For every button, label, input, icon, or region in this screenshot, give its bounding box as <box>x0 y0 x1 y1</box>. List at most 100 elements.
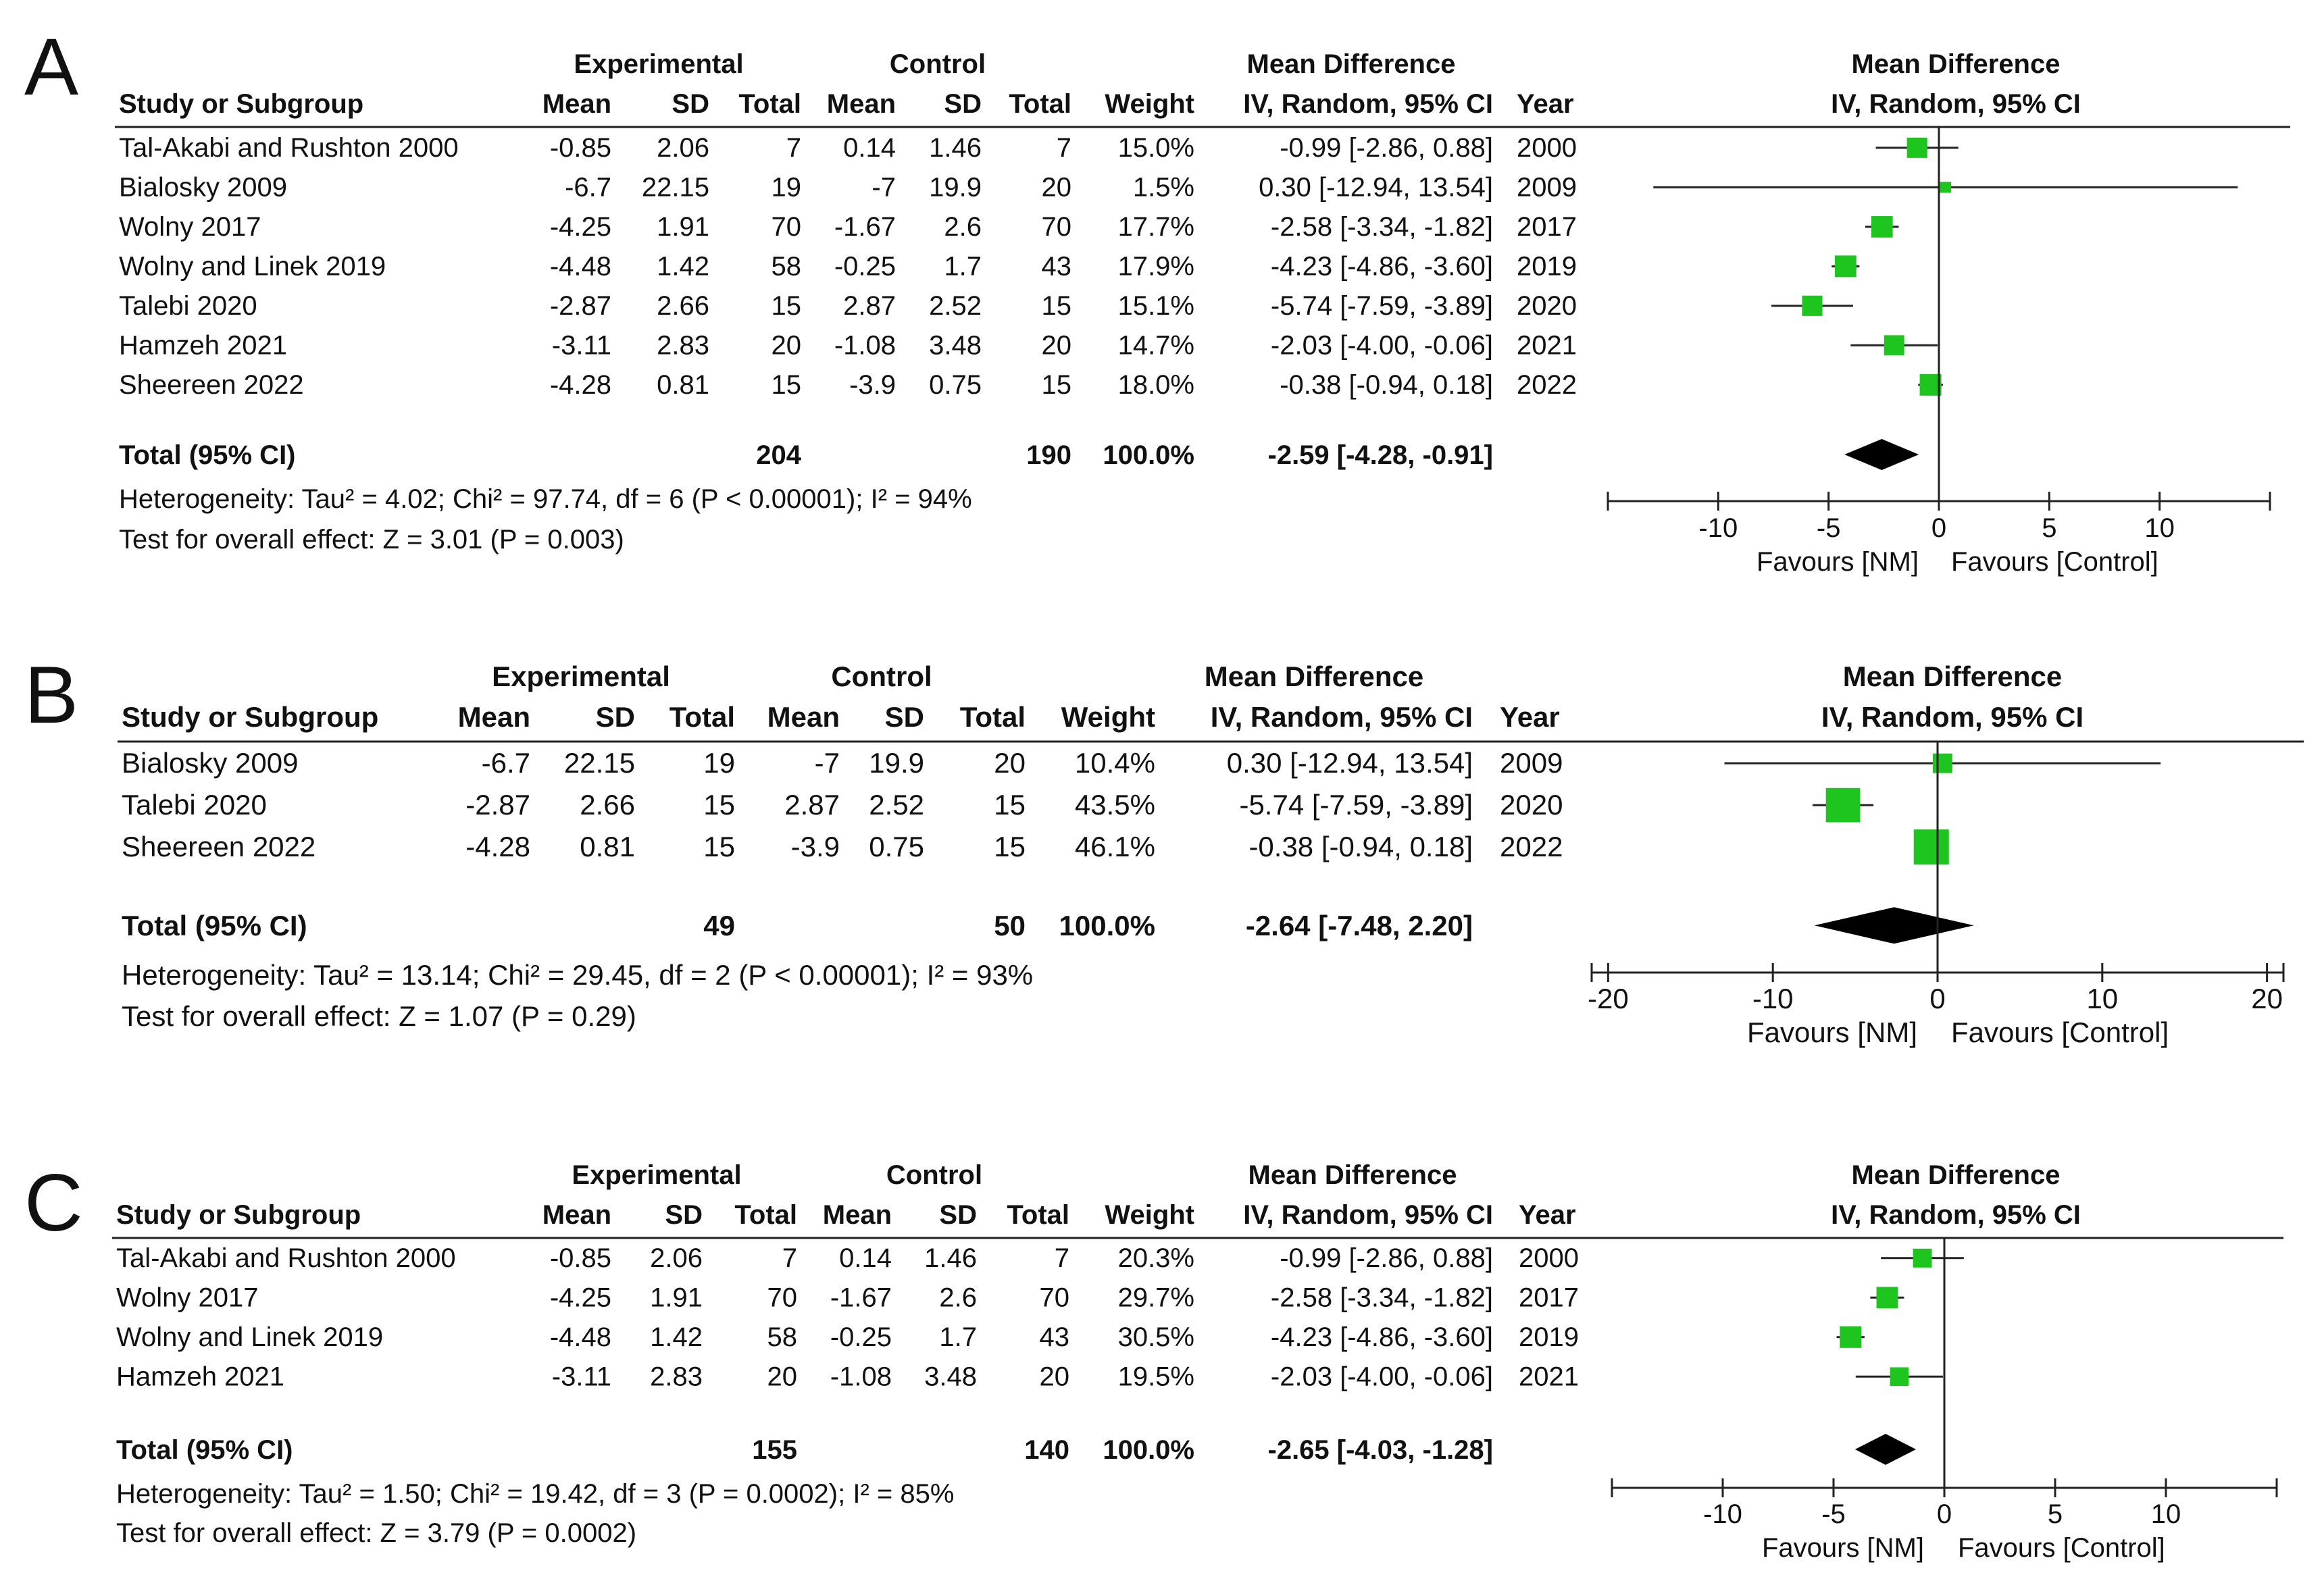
ctl-sd-header: SD <box>939 1200 977 1230</box>
study-name: Talebi 2020 <box>119 291 257 321</box>
year-value: 2020 <box>1500 789 1563 821</box>
ctl-mean-value: -1.67 <box>834 212 896 242</box>
exp-sd-header: SD <box>665 1200 703 1230</box>
x-tick-label: -10 <box>1752 983 1794 1014</box>
study-name: Hamzeh 2021 <box>119 331 287 361</box>
exp-total-value: 15 <box>703 831 735 862</box>
year-value: 2000 <box>1517 133 1577 163</box>
weight-value: 43.5% <box>1075 789 1155 821</box>
mean-difference-header: Mean Difference <box>1205 661 1423 692</box>
ctl-mean-value: 2.87 <box>784 789 840 821</box>
exp-mean-value: -4.28 <box>550 370 611 400</box>
weight-value: 15.1% <box>1118 291 1194 321</box>
ctl-mean-header: Mean <box>823 1200 892 1230</box>
effect-marker <box>1884 335 1904 356</box>
study-name: Sheereen 2022 <box>122 831 315 862</box>
study-row: Talebi 2020 -2.87 2.66 15 2.87 2.52 15 15.1% -5.… <box>119 291 1853 321</box>
x-tick-label: 20 <box>2251 983 2283 1014</box>
total-label: Total (95% CI) <box>119 440 296 470</box>
ctl-total-value: 43 <box>1042 252 1072 282</box>
md-ci-value: 0.30 [-12.94, 13.54] <box>1227 747 1473 779</box>
favours-right-label: Favours [Control] <box>1951 1016 2169 1048</box>
control-group-header: Control <box>890 49 986 79</box>
ctl-mean-value: -0.25 <box>830 1322 892 1352</box>
exp-mean-value: -3.11 <box>552 331 611 361</box>
overall-effect-text: Test for overall effect: Z = 1.07 (P = 0… <box>122 1000 636 1032</box>
ctl-mean-header: Mean <box>767 701 840 733</box>
study-name: Bialosky 2009 <box>122 747 299 779</box>
favours-right-label: Favours [Control] <box>1958 1533 2165 1563</box>
study-name: Bialosky 2009 <box>119 173 287 203</box>
pooled-diamond <box>1854 1434 1917 1465</box>
study-row: Wolny and Linek 2019 -4.48 1.42 58 -0.25 1.7 4… <box>119 252 1860 282</box>
exp-mean-value: -4.25 <box>550 212 611 242</box>
ctl-total-value: 15 <box>994 789 1026 821</box>
weight-value: 19.5% <box>1118 1362 1194 1392</box>
study-name: Wolny and Linek 2019 <box>116 1322 383 1352</box>
md-ci-header: IV, Random, 95% CI <box>1211 701 1473 733</box>
study-row: Bialosky 2009 -6.7 22.15 19 -7 19.9 20 10.4% 0.3… <box>122 747 2161 779</box>
study-row: Wolny 2017 -4.25 1.91 70 -1.67 2.6 70 29.7% -2.5… <box>116 1283 1904 1313</box>
panel-label: C <box>24 1158 83 1248</box>
exp-sd-value: 22.15 <box>564 747 635 779</box>
year-value: 2009 <box>1517 173 1577 203</box>
weight-value: 1.5% <box>1133 173 1194 203</box>
ctl-sd-value: 1.7 <box>939 1322 977 1352</box>
x-tick-label: -20 <box>1588 983 1629 1014</box>
ctl-sd-value: 1.7 <box>944 252 982 282</box>
weight-header: Weight <box>1061 701 1155 733</box>
ctl-total-value: 43 <box>1040 1322 1070 1352</box>
total-label: Total (95% CI) <box>122 910 307 941</box>
ctl-sd-value: 2.52 <box>869 789 924 821</box>
study-name: Wolny 2017 <box>119 212 261 242</box>
total-exp-n: 204 <box>756 440 801 470</box>
year-header: Year <box>1519 1200 1576 1230</box>
forest-panel-b: B Experimental Control Mean Difference Mean … <box>24 650 2304 1048</box>
total-weight: 100.0% <box>1059 910 1155 941</box>
study-name: Tal-Akabi and Rushton 2000 <box>119 133 459 163</box>
weight-header: Weight <box>1105 1200 1194 1230</box>
study-row: Bialosky 2009 -6.7 22.15 19 -7 19.9 20 1.5% 0.30… <box>119 173 2238 203</box>
total-ctl-n: 140 <box>1024 1435 1069 1465</box>
total-md-ci: -2.59 [-4.28, -0.91] <box>1268 440 1494 470</box>
md-ci-value: -0.99 [-2.86, 0.88] <box>1280 1243 1493 1273</box>
exp-mean-value: -6.7 <box>482 747 530 779</box>
ctl-sd-value: 19.9 <box>869 747 924 779</box>
md-ci-header: IV, Random, 95% CI <box>1243 89 1493 119</box>
x-tick-label: -10 <box>1703 1499 1742 1529</box>
year-value: 2009 <box>1500 747 1563 779</box>
ctl-total-value: 20 <box>1040 1362 1070 1392</box>
exp-sd-value: 0.81 <box>657 370 709 400</box>
ctl-sd-header: SD <box>885 701 924 733</box>
ctl-mean-value: 0.14 <box>843 133 896 163</box>
ctl-total-value: 7 <box>1057 133 1071 163</box>
heterogeneity-text: Heterogeneity: Tau² = 13.14; Chi² = 29.4… <box>122 959 1033 991</box>
panel-label: A <box>24 22 78 112</box>
exp-total-value: 15 <box>772 370 802 400</box>
effect-marker <box>1913 829 1949 865</box>
exp-sd-value: 1.42 <box>650 1322 703 1352</box>
plot-subtitle: IV, Random, 95% CI <box>1831 89 2081 119</box>
total-weight: 100.0% <box>1103 1435 1194 1465</box>
exp-mean-value: -4.48 <box>550 1322 611 1352</box>
exp-sd-value: 22.15 <box>642 173 709 203</box>
x-tick-label: -10 <box>1698 513 1738 543</box>
total-weight: 100.0% <box>1103 440 1194 470</box>
weight-value: 18.0% <box>1118 370 1194 400</box>
md-ci-value: -2.03 [-4.00, -0.06] <box>1271 331 1493 361</box>
year-value: 2020 <box>1517 291 1577 321</box>
effect-marker <box>1871 215 1893 238</box>
x-tick-label: 0 <box>1929 983 1945 1014</box>
exp-mean-value: -0.85 <box>550 133 611 163</box>
exp-mean-value: -4.25 <box>550 1283 611 1313</box>
year-value: 2017 <box>1517 212 1577 242</box>
x-tick-label: 5 <box>2042 513 2056 543</box>
exp-mean-header: Mean <box>542 1200 611 1230</box>
year-value: 2019 <box>1517 252 1577 282</box>
favours-left-label: Favours [NM] <box>1757 547 1919 577</box>
exp-sd-value: 2.83 <box>657 331 709 361</box>
ctl-total-value: 20 <box>1042 331 1072 361</box>
exp-mean-value: -0.85 <box>550 1243 611 1273</box>
total-ctl-n: 50 <box>994 910 1026 941</box>
total-exp-n: 49 <box>703 910 735 941</box>
